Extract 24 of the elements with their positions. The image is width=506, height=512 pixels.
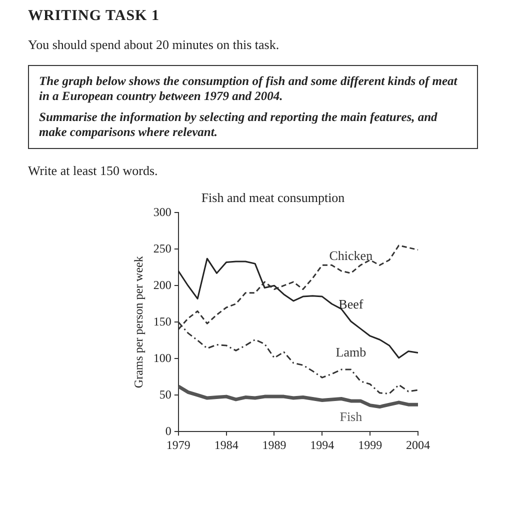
y-tick-label: 150 [153,314,172,328]
y-axis-title: Grams per person per week [131,256,146,388]
y-tick-label: 50 [159,387,172,402]
series-label: Fish [340,408,363,424]
text: WRITING TASK 1 [28,8,160,25]
series-label: Beef [338,296,364,312]
series-label: Lamb [336,344,366,360]
y-tick-label: 200 [153,278,172,292]
x-tick-label: 1989 [262,438,286,452]
text: You should spend about 20 minutes on this task. [28,37,280,53]
text: The graph below shows the consumption of fish and some different kinds of meat in a European country between 1979 and 2004. [39,74,458,104]
text: Write at least 150 words. [28,163,159,179]
x-tick-label: 2004 [406,438,430,452]
y-tick-label: 0 [165,424,172,438]
x-tick-label: 1979 [166,438,190,452]
x-tick-label: 1984 [214,438,238,452]
chart-title: Fish and meat consumption [201,190,346,206]
text: Summarise the information by selecting and reporting the main features, and make comparisons where relevant. [39,110,438,140]
x-tick-label: 1999 [358,438,382,452]
y-tick-label: 100 [153,350,172,365]
y-tick-label: 300 [153,204,172,219]
x-tick-label: 1994 [310,438,334,452]
y-tick-label: 250 [153,241,172,256]
series-label: Chicken [329,248,374,264]
